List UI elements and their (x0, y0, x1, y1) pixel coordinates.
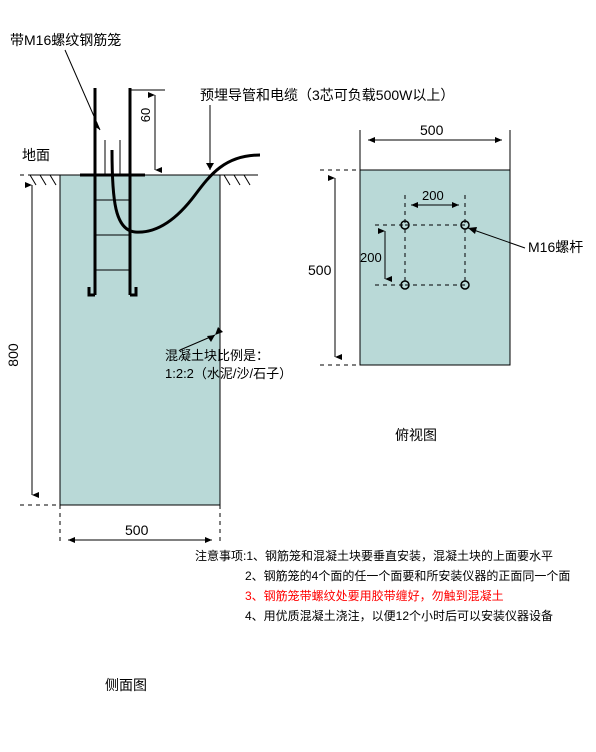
dim-60: 60 (130, 90, 165, 170)
note-1: 1、钢筋笼和混凝土块要垂直安装，混凝土块的上面要水平 (246, 548, 553, 563)
notes-title: 注意事项: (195, 548, 246, 563)
dim-top-inner-h: 200 (422, 188, 444, 203)
svg-text:注意事项:1、钢筋笼和混凝土块要垂直安装，混凝土块的上面要水: 注意事项:1、钢筋笼和混凝土块要垂直安装，混凝土块的上面要水平 (195, 548, 553, 563)
concrete-block-side (60, 175, 220, 505)
svg-text:60: 60 (138, 108, 153, 122)
label-ground: 地面 (22, 147, 50, 163)
label-concrete-ratio-2: 1:2:2（水泥/沙/石子） (165, 366, 292, 381)
dim-top-outer: 500 (420, 122, 444, 138)
notes: 注意事项:1、钢筋笼和混凝土块要垂直安装，混凝土块的上面要水平 2、钢筋笼的4个… (195, 548, 570, 623)
note-2: 2、钢筋笼的4个面的任一个面要和所安装仪器的正面同一个面 (245, 568, 570, 583)
top-view: 500 500 200 200 M16螺杆 俯视图 (308, 122, 583, 443)
diagram-canvas: 800 500 60 (0, 0, 596, 752)
dim-top-inner-v: 200 (360, 250, 382, 265)
label-conduit: 预埋导管和电缆（3芯可负载500W以上） (200, 87, 454, 103)
dim-side-depth: 800 (5, 343, 21, 367)
title-side-view: 侧面图 (105, 677, 147, 693)
note-4: 4、用优质混凝土浇注，以便12个小时后可以安装仪器设备 (245, 608, 553, 623)
label-rebar-cage: 带M16螺纹钢筋笼 (10, 32, 121, 48)
note-3: 3、钢筋笼带螺纹处要用胶带缠好，勿触到混凝土 (245, 588, 504, 603)
title-top-view: 俯视图 (395, 427, 437, 443)
dim-top-height: 500 (308, 262, 332, 278)
label-m16-screw: M16螺杆 (528, 239, 583, 255)
dim-side-width: 500 (125, 522, 149, 538)
